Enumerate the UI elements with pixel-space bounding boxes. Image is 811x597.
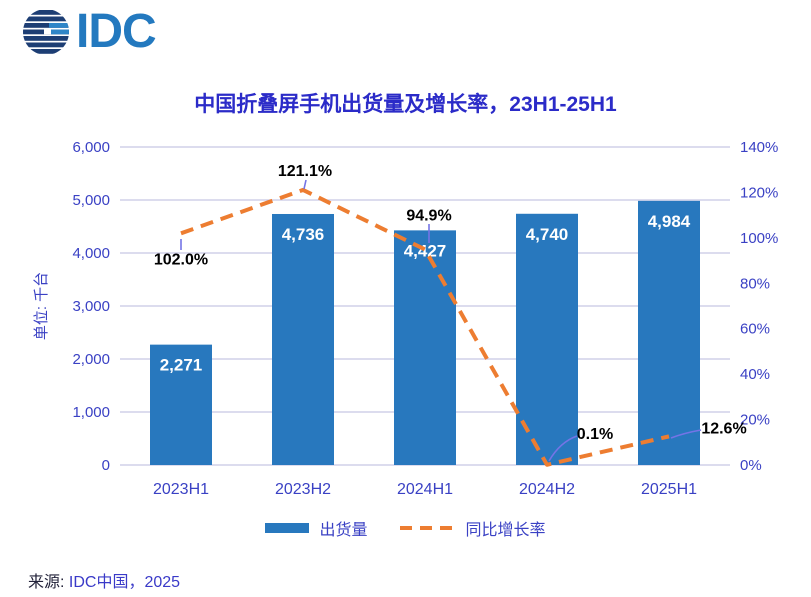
label-leader-line bbox=[303, 179, 307, 190]
bar-value-label: 4,427 bbox=[404, 241, 447, 260]
growth-line bbox=[180, 187, 670, 467]
growth-value-label: 12.6% bbox=[701, 420, 746, 437]
bar-value-label: 4,740 bbox=[526, 225, 569, 244]
x-axis-category-label: 2023H2 bbox=[275, 481, 331, 498]
left-axis-tick-label: 5,000 bbox=[72, 192, 110, 209]
left-axis-tick-label: 4,000 bbox=[72, 245, 110, 262]
growth-value-label: 0.1% bbox=[577, 426, 613, 443]
chart-title: 中国折叠屏手机出货量及增长率，23H1-25H1 bbox=[194, 93, 617, 116]
legend-item-shipments: 出货量 bbox=[265, 516, 368, 540]
right-axis-tick-label: 140% bbox=[740, 139, 778, 156]
legend-label-shipments: 出货量 bbox=[319, 522, 368, 539]
source-prefix: 来源: bbox=[28, 574, 69, 591]
right-axis-tick-label: 120% bbox=[740, 184, 778, 201]
legend: 出货量 同比增长率 bbox=[0, 516, 811, 540]
right-axis-tick-label: 80% bbox=[740, 275, 770, 292]
idc-logo: IDC bbox=[22, 5, 157, 58]
right-axis-tick-label: 40% bbox=[740, 366, 770, 383]
bar-value-label: 4,984 bbox=[648, 212, 691, 231]
bar-swatch bbox=[265, 523, 310, 533]
right-axis-tick-label: 100% bbox=[740, 230, 778, 247]
growth-value-label: 94.9% bbox=[406, 207, 451, 224]
bar bbox=[516, 213, 578, 465]
bar bbox=[638, 200, 700, 465]
x-axis-category-label: 2024H1 bbox=[397, 481, 453, 498]
idc-globe-icon bbox=[23, 10, 69, 54]
idc-logo-text: IDC bbox=[76, 5, 157, 58]
line-swatch bbox=[399, 526, 456, 530]
growth-value-label: 121.1% bbox=[278, 163, 332, 180]
bar bbox=[150, 344, 212, 465]
right-axis-tick-label: 60% bbox=[740, 321, 770, 338]
left-axis-tick-label: 0 bbox=[102, 457, 110, 474]
x-axis-category-label: 2023H1 bbox=[153, 481, 209, 498]
left-axis-tick-label: 2,000 bbox=[72, 351, 110, 368]
label-leader-line bbox=[548, 435, 578, 462]
x-axis-category-label: 2025H1 bbox=[641, 481, 697, 498]
bar bbox=[272, 213, 334, 465]
bar bbox=[394, 230, 456, 465]
legend-label-growth: 同比增长率 bbox=[465, 522, 546, 539]
legend-item-growth: 同比增长率 bbox=[399, 516, 546, 540]
right-axis-tick-label: 20% bbox=[740, 412, 770, 429]
left-axis-tick-label: 3,000 bbox=[72, 298, 110, 315]
left-axis-tick-label: 6,000 bbox=[72, 139, 110, 156]
bar-value-label: 2,271 bbox=[160, 356, 203, 375]
label-leader-line bbox=[670, 429, 702, 439]
x-axis-category-label: 2024H2 bbox=[519, 481, 575, 498]
right-axis-tick-label: 0% bbox=[740, 457, 762, 474]
left-axis-tick-label: 1,000 bbox=[72, 404, 110, 421]
bar-value-label: 4,736 bbox=[282, 225, 325, 244]
growth-value-label: 102.0% bbox=[154, 251, 208, 268]
source-note: 来源: IDC中国，2025 bbox=[28, 568, 180, 592]
source-text: IDC中国，2025 bbox=[68, 574, 181, 591]
